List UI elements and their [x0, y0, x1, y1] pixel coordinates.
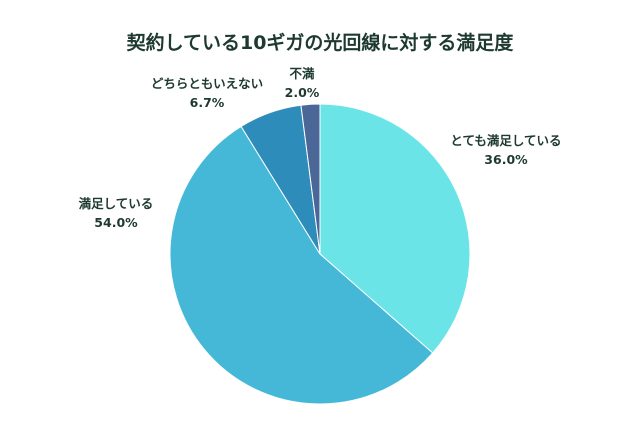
pie-slice-0	[319, 103, 471, 354]
label-neutral: どちらともいえない 6.7%	[150, 76, 264, 110]
label-very-satisfied: とても満足している 36.0%	[450, 133, 562, 167]
label-dissatisfied: 不満 2.0%	[284, 66, 320, 100]
chart-title: 契約している10ギガの光回線に対する満足度	[126, 32, 514, 54]
label-satisfied: 満足している 54.0%	[78, 196, 154, 230]
pie-slice-3	[300, 103, 321, 255]
pie-slice-1	[169, 125, 434, 405]
